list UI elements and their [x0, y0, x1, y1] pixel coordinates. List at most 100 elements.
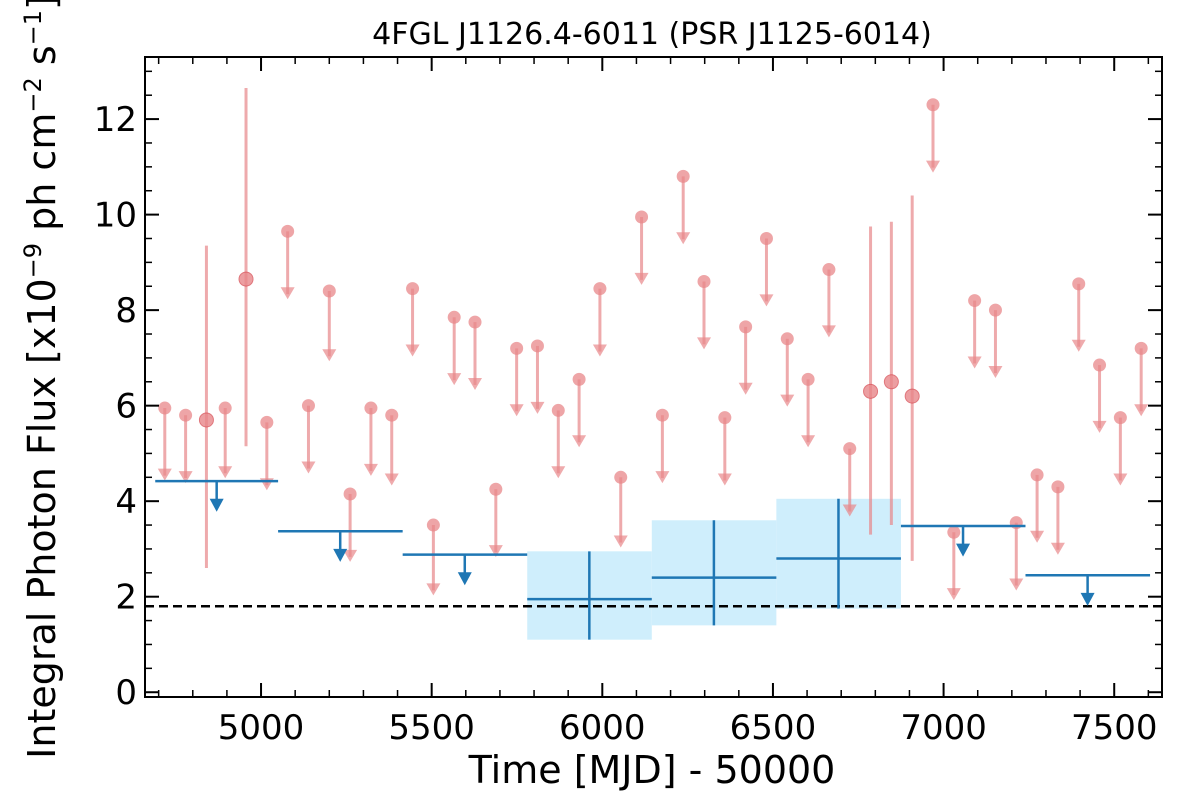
data-point	[1134, 341, 1148, 355]
data-point	[447, 310, 461, 324]
y-axis-label-main: Integral Photon Flux [x10	[20, 278, 64, 759]
data-point	[843, 442, 857, 456]
data-point	[1072, 277, 1086, 291]
arrow-head	[301, 461, 316, 474]
arrow-head	[322, 349, 337, 362]
arrow-head	[157, 468, 172, 481]
data-point	[1051, 480, 1065, 494]
data-point	[179, 408, 193, 422]
data-point	[697, 274, 711, 288]
data-point	[947, 525, 961, 539]
arrow-head	[1071, 339, 1086, 352]
x-tick-label: 7000	[900, 708, 987, 748]
y-axis-label: Integral Photon Flux [x10−9 ph cm−2 s−1]	[19, 0, 64, 759]
data-point	[593, 282, 607, 296]
data-point	[551, 403, 565, 417]
data-point	[426, 518, 440, 532]
data-point	[281, 224, 295, 238]
y-axis-label-exp2: −2	[19, 77, 47, 112]
arrow-head	[209, 498, 224, 512]
arrow-head	[363, 463, 378, 476]
arrow-head	[572, 435, 587, 448]
x-tick-label: 7500	[1071, 708, 1158, 748]
arrow-head	[697, 337, 712, 350]
data-point	[1113, 411, 1127, 425]
data-point	[510, 341, 524, 355]
arrow-head	[842, 504, 857, 517]
y-axis-label-mid2: s	[20, 45, 64, 77]
arrow-head	[613, 535, 628, 548]
data-point	[385, 408, 399, 422]
arrow-head	[280, 287, 295, 300]
arrow-head	[634, 272, 649, 285]
data-point	[739, 320, 753, 334]
y-axis-label-mid: ph cm	[20, 113, 64, 243]
data-point	[572, 372, 586, 386]
arrow-head	[178, 471, 193, 484]
data-point	[238, 271, 254, 287]
arrow-head	[738, 382, 753, 395]
data-point	[322, 284, 336, 298]
arrow-head	[676, 232, 691, 245]
data-point	[614, 470, 628, 484]
data-point	[1030, 468, 1044, 482]
data-point	[883, 374, 899, 390]
arrow-head	[343, 549, 358, 562]
arrow-head	[655, 471, 670, 484]
x-tick-label: 6500	[730, 708, 817, 748]
data-point	[635, 210, 649, 224]
data-point	[530, 339, 544, 353]
data-point	[218, 401, 232, 415]
arrow-head	[801, 435, 816, 448]
data-point	[489, 482, 503, 496]
data-point	[863, 383, 879, 399]
data-point	[904, 388, 920, 404]
chart-title: 4FGL J1126.4-6011 (PSR J1125-6014)	[372, 17, 932, 52]
arrow-head	[1134, 404, 1149, 417]
arrow-head	[946, 588, 961, 601]
data-point	[926, 98, 940, 112]
arrow-head	[1080, 592, 1095, 606]
arrow-head	[967, 356, 982, 369]
data-point	[676, 169, 690, 183]
y-tick-label: 8	[115, 291, 137, 331]
arrow-head	[988, 366, 1003, 378]
data-point	[406, 282, 420, 296]
arrow-head	[509, 404, 524, 417]
arrow-head	[468, 377, 483, 390]
arrow-head	[956, 543, 971, 557]
arrow-head	[1113, 473, 1128, 486]
x-tick-label: 5500	[388, 708, 475, 748]
arrow-head	[551, 466, 566, 479]
data-point	[198, 412, 214, 428]
data-point	[655, 408, 669, 422]
arrow-head	[488, 545, 503, 558]
arrow-head	[530, 401, 545, 414]
y-tick-label: 6	[115, 387, 137, 427]
arrow-head	[447, 373, 462, 386]
data-point	[1093, 358, 1107, 372]
arrow-head	[592, 344, 607, 357]
arrow-head	[717, 473, 732, 486]
data-point	[822, 263, 836, 277]
x-tick-label: 6000	[559, 708, 646, 748]
arrow-head	[426, 583, 441, 596]
x-tick-label: 5000	[218, 708, 305, 748]
y-tick-label: 0	[115, 673, 137, 713]
arrow-head	[926, 160, 941, 173]
data-point	[343, 487, 357, 501]
data-point	[468, 315, 482, 329]
y-tick-label: 12	[94, 100, 137, 140]
data-point	[801, 372, 815, 386]
arrow-head	[780, 394, 795, 407]
arrow-head	[384, 473, 399, 486]
data-point	[364, 401, 378, 415]
arrow-head	[457, 572, 472, 586]
data-point	[780, 332, 794, 346]
data-point	[158, 401, 172, 415]
y-tick-label: 10	[94, 196, 137, 236]
arrow-head	[1030, 530, 1045, 543]
arrow-head	[333, 548, 348, 562]
y-axis-label-end: ]	[20, 0, 64, 10]
